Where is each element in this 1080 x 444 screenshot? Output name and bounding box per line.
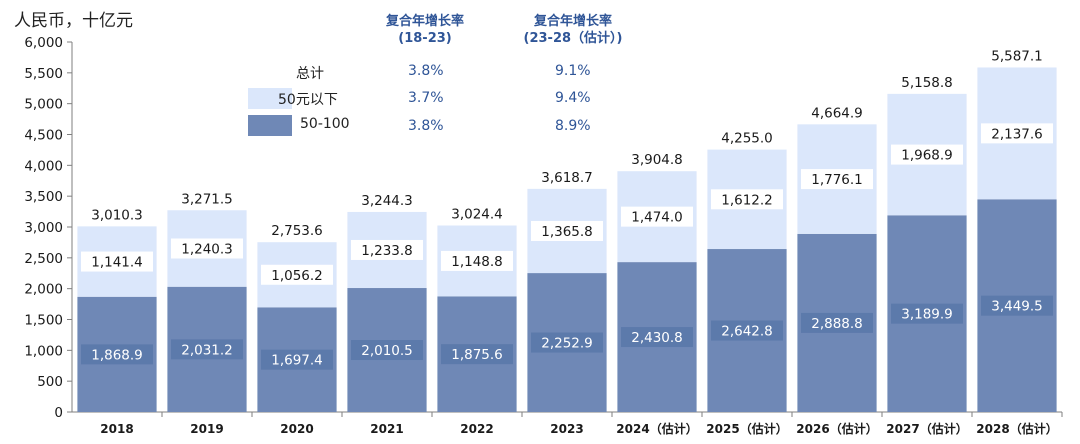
data-label-50-100: 2,252.9 (541, 336, 593, 352)
data-label-50-100: 1,875.6 (451, 347, 503, 363)
data-label-box-50-100 (351, 340, 423, 361)
y-tick-label: 1,000 (24, 343, 63, 359)
data-label-box-50-100 (891, 303, 963, 324)
cagr-2328-50-100: 8.9% (555, 118, 591, 134)
data-label-box-50-100 (981, 295, 1053, 316)
x-tick-label: 2028（估计） (976, 421, 1057, 436)
data-label-under-50: 1,365.8 (541, 224, 593, 240)
cagr-1823-under-50: 3.7% (408, 90, 444, 106)
data-label-box-50-100 (81, 344, 153, 365)
x-tick-label: 2026（估计） (796, 421, 877, 436)
total-value-label: 3,904.8 (631, 152, 683, 168)
data-label-box-50-100 (171, 339, 243, 360)
data-label-box-under-50 (81, 251, 153, 272)
cagr-2328-header-line2: (23-28（估计）) (523, 31, 623, 46)
data-label-box-50-100 (621, 327, 693, 348)
total-value-label: 4,664.9 (811, 105, 863, 121)
data-label-under-50: 1,612.2 (721, 192, 773, 208)
y-tick-label: 1,500 (24, 313, 63, 329)
y-tick-label: 3,000 (24, 220, 63, 236)
data-label-box-under-50 (531, 220, 603, 241)
legend-swatch-50-100 (248, 115, 292, 136)
y-tick-label: 0 (54, 405, 63, 421)
cagr-1823-header: 复合年增长率 (18-23) (350, 13, 500, 47)
data-label-box-under-50 (981, 123, 1053, 144)
data-label-50-100: 1,697.4 (271, 353, 323, 369)
y-tick-label: 500 (37, 374, 63, 390)
legend-total-label: 总计 (296, 66, 324, 82)
cagr-1823-50-100: 3.8% (408, 118, 444, 134)
cagr-2328-header: 复合年增长率 (23-28（估计）) (498, 13, 648, 47)
x-tick-label: 2022 (460, 422, 493, 436)
data-label-box-under-50 (351, 239, 423, 260)
data-label-box-50-100 (801, 312, 873, 333)
legend-swatch-under-50 (248, 88, 292, 109)
y-tick-label: 4,500 (24, 128, 63, 144)
data-label-under-50: 1,240.3 (181, 242, 233, 258)
y-tick-label: 6,000 (24, 35, 63, 51)
data-label-under-50: 1,233.8 (361, 243, 413, 259)
data-label-under-50: 2,137.6 (991, 126, 1043, 142)
cagr-1823-total: 3.8% (408, 63, 444, 79)
total-value-label: 2,753.6 (271, 223, 323, 239)
data-label-box-under-50 (621, 206, 693, 227)
y-tick-label: 3,500 (24, 189, 63, 205)
y-tick-label: 2,500 (24, 251, 63, 267)
y-tick-label: 2,000 (24, 282, 63, 298)
data-label-50-100: 3,449.5 (991, 299, 1043, 315)
data-label-under-50: 1,474.0 (631, 210, 683, 226)
data-label-box-under-50 (711, 189, 783, 210)
x-tick-label: 2025（估计） (706, 421, 787, 436)
data-label-box-50-100 (441, 344, 513, 365)
x-tick-label: 2024（估计） (616, 421, 697, 436)
cagr-1823-header-line1: 复合年增长率 (385, 14, 464, 29)
cagr-2328-total: 9.1% (555, 63, 591, 79)
data-label-50-100: 2,430.8 (631, 330, 683, 346)
data-label-50-100: 2,031.2 (181, 342, 233, 358)
data-label-box-under-50 (801, 169, 873, 190)
total-value-label: 3,010.3 (91, 207, 143, 223)
data-label-under-50: 1,056.2 (271, 268, 323, 284)
cagr-2328-under-50: 9.4% (555, 90, 591, 106)
data-label-under-50: 1,968.9 (901, 148, 953, 164)
total-value-label: 3,271.5 (181, 191, 233, 207)
data-label-box-50-100 (531, 332, 603, 353)
total-value-label: 3,024.4 (451, 206, 503, 222)
data-label-under-50: 1,141.4 (91, 255, 143, 271)
legend-label-under-50: 50元以下 (278, 92, 338, 108)
total-value-label: 4,255.0 (721, 131, 773, 147)
data-label-50-100: 2,642.8 (721, 324, 773, 340)
data-label-box-under-50 (891, 144, 963, 165)
total-value-label: 3,618.7 (541, 170, 593, 186)
x-tick-label: 2020 (280, 422, 313, 436)
x-tick-label: 2027（估计） (886, 421, 967, 436)
total-value-label: 3,244.3 (361, 193, 413, 209)
y-tick-label: 5,000 (24, 97, 63, 113)
data-label-50-100: 2,010.5 (361, 343, 413, 359)
data-label-box-50-100 (711, 320, 783, 341)
y-tick-label: 4,000 (24, 158, 63, 174)
y-axis-unit-label: 人民币，十亿元 (14, 11, 133, 31)
total-value-label: 5,158.8 (901, 75, 953, 91)
x-tick-label: 2019 (190, 422, 223, 436)
cagr-1823-header-line2: (18-23) (398, 31, 452, 46)
data-label-box-under-50 (441, 250, 513, 271)
data-label-50-100: 1,868.9 (91, 347, 143, 363)
data-label-box-50-100 (261, 349, 333, 370)
x-tick-label: 2021 (370, 422, 403, 436)
data-label-under-50: 1,776.1 (811, 172, 863, 188)
legend-label-50-100: 50-100 (300, 116, 350, 132)
data-label-50-100: 2,888.8 (811, 316, 863, 332)
total-value-label: 5,587.1 (991, 48, 1043, 64)
x-tick-label: 2018 (100, 422, 133, 436)
data-label-under-50: 1,148.8 (451, 254, 503, 270)
data-label-50-100: 3,189.9 (901, 307, 953, 323)
data-label-box-under-50 (171, 238, 243, 259)
x-tick-label: 2023 (550, 422, 583, 436)
cagr-2328-header-line1: 复合年增长率 (533, 14, 612, 29)
y-tick-label: 5,500 (24, 66, 63, 82)
data-label-box-under-50 (261, 264, 333, 285)
